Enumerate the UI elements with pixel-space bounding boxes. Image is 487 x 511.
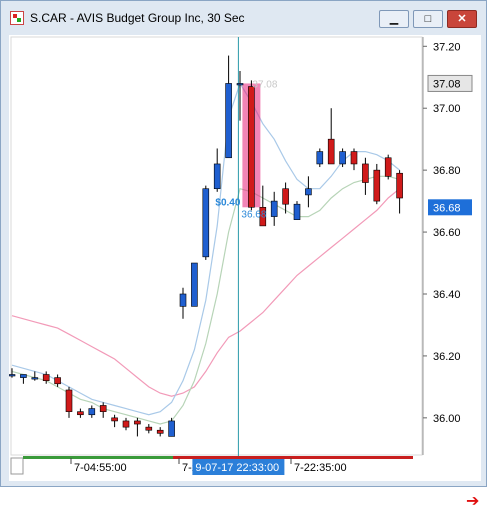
candle-body — [111, 417, 118, 422]
title-bar[interactable]: S.CAR - AVIS Budget Group Inc, 30 Sec ▁ … — [1, 1, 486, 35]
candle-body — [259, 206, 267, 227]
candle-body — [373, 169, 381, 202]
y-tick-label: 36.60 — [433, 227, 461, 239]
candle-body — [77, 411, 84, 416]
candle-body — [134, 420, 141, 425]
ma-mid-line — [11, 175, 400, 425]
candle-body — [9, 374, 16, 377]
candle-body — [65, 389, 73, 412]
current-price-box — [427, 74, 473, 92]
window-title: S.CAR - AVIS Budget Group Inc, 30 Sec — [30, 11, 245, 25]
candle-body — [350, 151, 358, 165]
price-chart[interactable]: 37.20 37.00 36.80 36.60 36.40 36.20 36.00 $0.40… — [9, 35, 481, 481]
y-tick-label: 37.20 — [433, 41, 461, 53]
y-tick-label: 36.00 — [433, 413, 461, 425]
candle-body — [316, 151, 324, 165]
chart-area[interactable]: 37.20 37.00 36.80 36.60 36.40 36.20 36.00 $0.40… — [9, 35, 481, 510]
candle-body — [42, 374, 50, 381]
candle-body — [270, 200, 278, 217]
candle-body — [179, 293, 187, 307]
time-range-bar-red — [173, 456, 413, 459]
time-axis-corner — [10, 457, 24, 475]
current-price-label: 37.08 — [433, 78, 461, 90]
app-icon[interactable] — [10, 11, 24, 25]
x-tick-label: 7-04:55:00 — [74, 462, 127, 474]
candle-body — [145, 426, 153, 431]
candle-body — [305, 188, 312, 196]
crosshair-time-label: 9-07-17 22:33:00 — [195, 462, 279, 474]
high-price-annotation: 37.08 — [252, 79, 277, 90]
time-range-bar-green — [23, 456, 173, 459]
candle-body — [191, 262, 198, 307]
candle-body — [54, 377, 61, 385]
close-button[interactable]: ✕ — [447, 10, 477, 28]
candle-body — [362, 163, 369, 183]
candle-body — [88, 408, 96, 416]
candle-body — [236, 83, 244, 86]
candle-body — [225, 83, 232, 159]
low-price-annotation: 36.68 — [241, 209, 266, 220]
ma-fast-line — [11, 81, 400, 416]
scroll-right-arrow-icon[interactable]: ➔ — [466, 493, 480, 510]
candle-body — [99, 405, 107, 412]
candle-body — [168, 420, 175, 437]
x-tick-label: 7-22:35:00 — [294, 462, 347, 474]
last-price-label: 36.68 — [433, 202, 461, 214]
y-tick-label: 37.00 — [433, 103, 461, 115]
candle-body — [384, 157, 392, 177]
y-tick-label: 36.40 — [433, 289, 461, 301]
candle-body — [156, 429, 164, 434]
minimize-button[interactable]: ▁ — [379, 10, 409, 28]
plot-frame — [10, 36, 423, 456]
last-price-box — [428, 199, 472, 216]
candle-body — [31, 377, 39, 380]
candle-body — [327, 138, 335, 165]
ma-slow-line — [11, 188, 400, 397]
candle-body — [122, 420, 130, 428]
candle-body — [213, 163, 221, 190]
candle-body — [282, 188, 289, 205]
candle-body — [396, 172, 403, 199]
candle-body — [20, 374, 27, 378]
candle-body — [293, 203, 301, 220]
candle-body — [202, 188, 210, 258]
maximize-button[interactable]: □ — [413, 10, 443, 28]
y-tick-label: 36.20 — [433, 351, 461, 363]
y-tick-label: 36.80 — [433, 165, 461, 177]
crosshair-time-box — [192, 459, 285, 475]
candle-body — [339, 151, 346, 165]
change-annotation: $0.40 — [215, 197, 240, 208]
candle-body — [248, 86, 255, 208]
